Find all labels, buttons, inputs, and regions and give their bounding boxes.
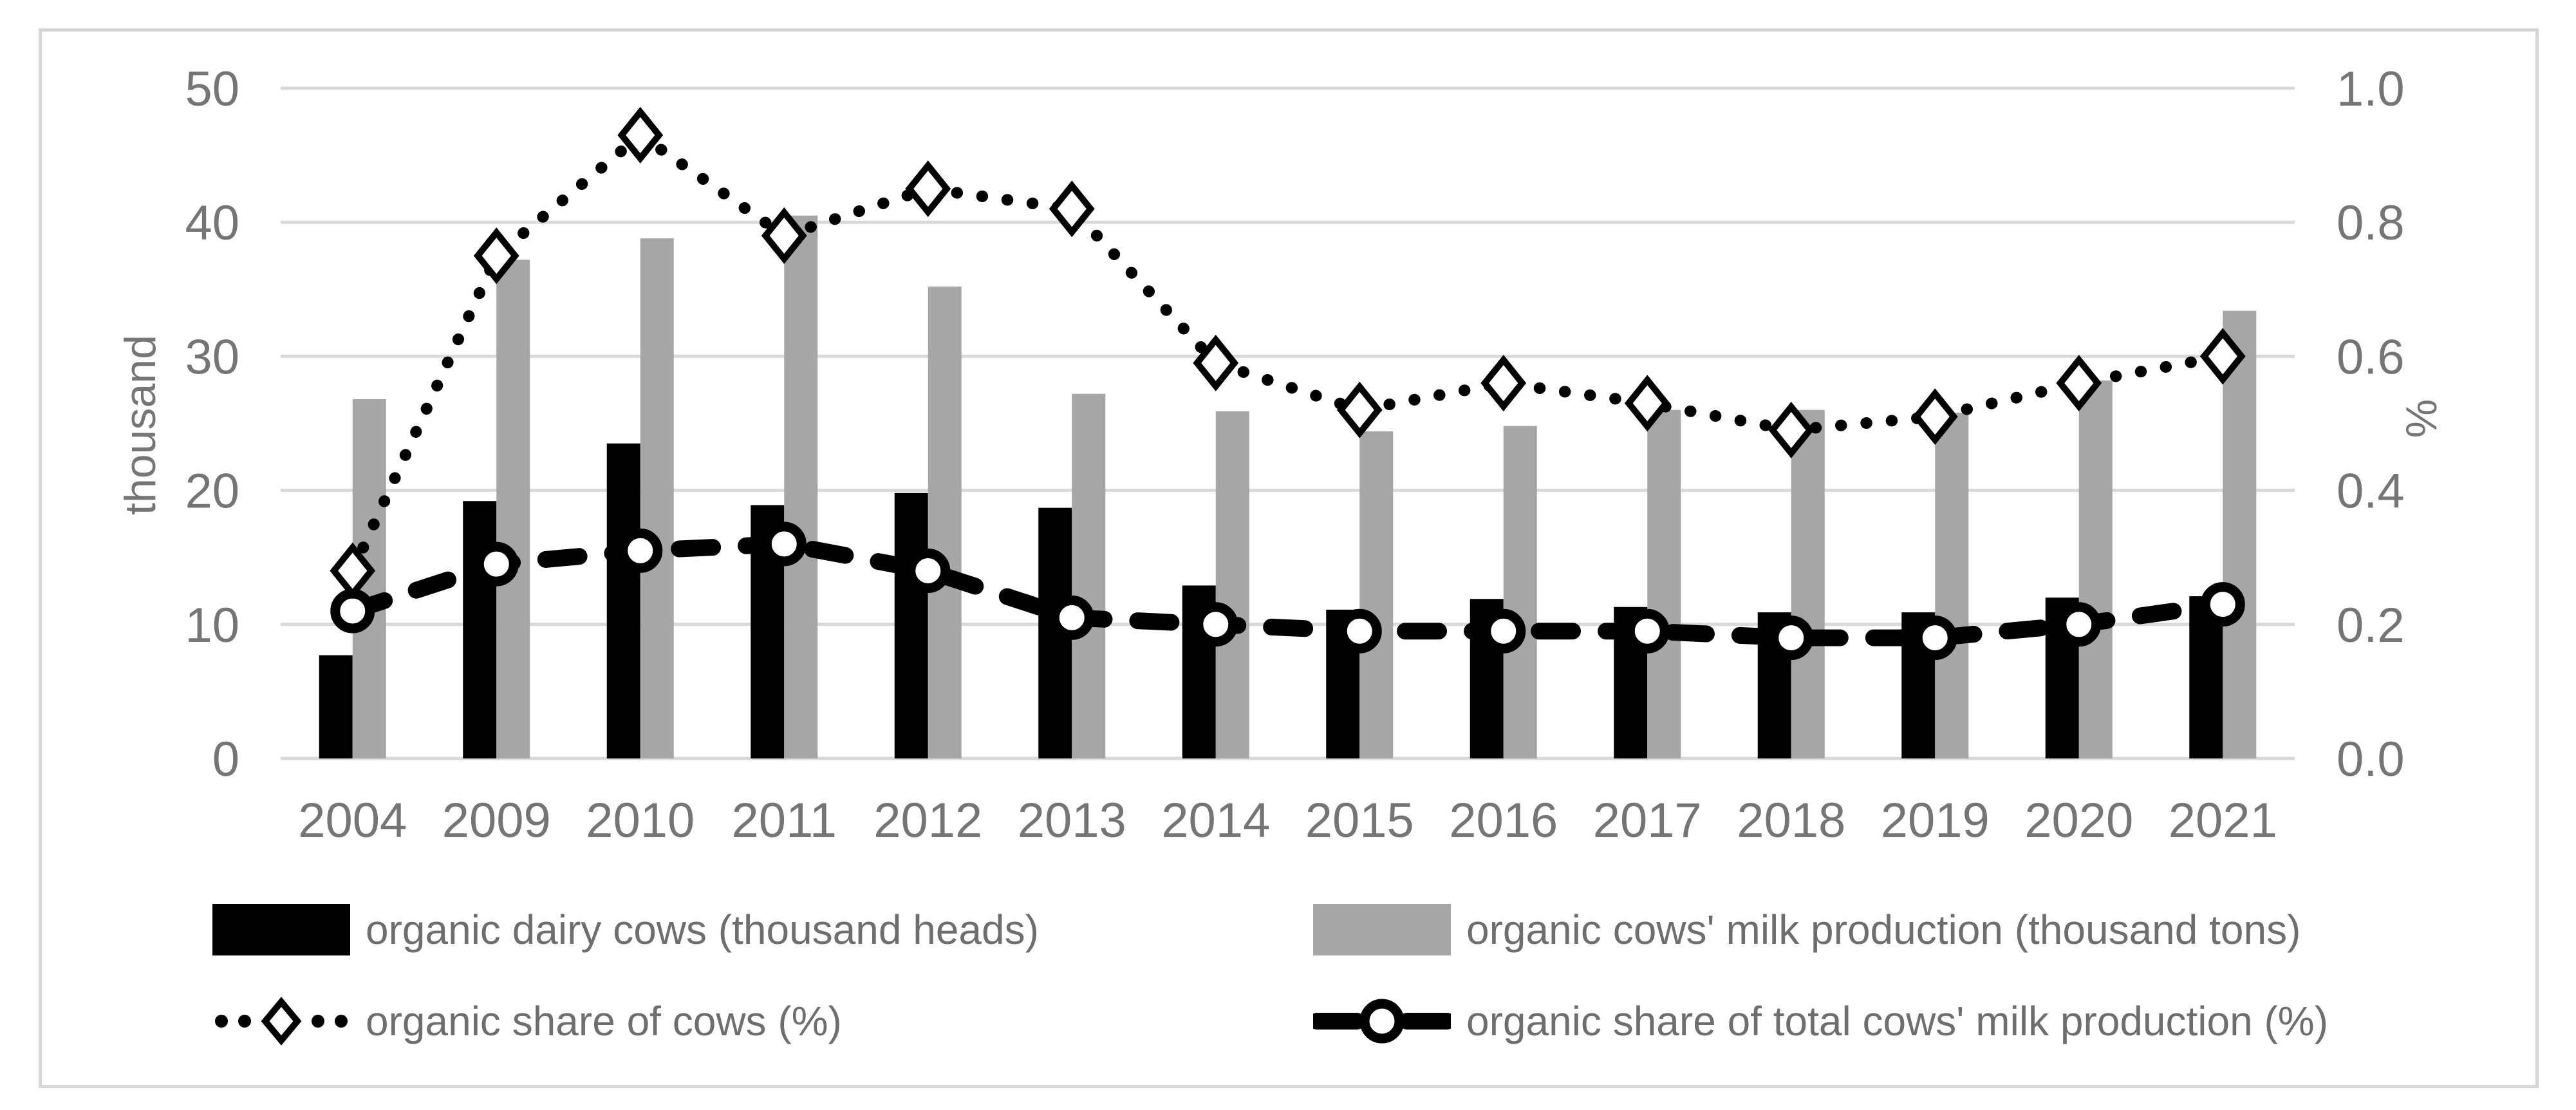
right-axis-tick-label: 0.0 xyxy=(2337,732,2405,787)
bar-organic-dairy-cows-2012 xyxy=(894,493,928,758)
circle-marker-2013 xyxy=(1049,595,1094,640)
x-axis-year-label: 2011 xyxy=(732,793,837,848)
bar-organic-milk-production-2009 xyxy=(496,259,530,759)
circle-marker-2014 xyxy=(1193,602,1238,647)
legend-label: organic share of total cows' milk produc… xyxy=(1466,998,2328,1044)
legend-label: organic cows' milk production (thousand … xyxy=(1466,907,2301,953)
chart-frame-border xyxy=(39,28,2539,1088)
legend-item-organic-share-of-cows: organic share of cows (%) xyxy=(212,992,842,1051)
legend-key-gray-bar-icon xyxy=(1313,904,1451,955)
left-axis-tick-label: 10 xyxy=(185,598,239,653)
x-axis-year-label: 2009 xyxy=(442,793,551,848)
x-axis-year-label: 2015 xyxy=(1305,793,1414,848)
legend-key-black-bar-icon xyxy=(212,904,350,955)
circle-marker-2015 xyxy=(1337,608,1382,654)
right-axis-tick-label: 0.6 xyxy=(2337,330,2405,384)
bar-organic-dairy-cows-2004 xyxy=(319,655,353,758)
circle-marker-2016 xyxy=(1481,608,1526,654)
legend-key-dashed-circle-icon xyxy=(1313,999,1451,1044)
bar-organic-dairy-cows-2009 xyxy=(463,501,497,758)
bar-organic-milk-production-2017 xyxy=(1647,409,1681,758)
x-axis-year-label: 2004 xyxy=(298,793,407,848)
bar-organic-dairy-cows-2010 xyxy=(606,443,640,758)
diamond-marker-2013 xyxy=(1049,180,1095,238)
right-axis-tick-label: 1.0 xyxy=(2337,62,2405,117)
diamond-marker-2010 xyxy=(617,106,664,164)
diamond-marker-2014 xyxy=(1193,334,1239,391)
x-axis-year-label: 2016 xyxy=(1449,793,1558,848)
bar-organic-milk-production-2019 xyxy=(1935,412,1969,758)
left-axis-tick-label: 20 xyxy=(185,464,239,519)
circle-marker-2020 xyxy=(2057,602,2102,647)
diamond-marker-2004 xyxy=(330,542,376,599)
diamond-marker-2011 xyxy=(761,207,807,264)
left-axis-tick-label: 40 xyxy=(185,196,239,250)
diamond-marker-2017 xyxy=(1624,375,1670,432)
circle-marker-2012 xyxy=(906,549,951,594)
right-axis-tick-label: 0.4 xyxy=(2337,464,2405,519)
diamond-marker-2018 xyxy=(1768,401,1815,458)
circle-marker-2021 xyxy=(2200,582,2245,627)
legend-label: organic dairy cows (thousand heads) xyxy=(366,907,1039,953)
bar-organic-milk-production-2010 xyxy=(640,238,674,759)
left-axis-tick-label: 30 xyxy=(185,330,239,384)
legend-item-organic-milk-production: organic cows' milk production (thousand … xyxy=(1313,900,2301,959)
x-axis-year-label: 2012 xyxy=(873,793,982,848)
diamond-marker-2019 xyxy=(1912,388,1958,446)
bar-organic-milk-production-2018 xyxy=(1791,409,1825,758)
bar-organic-milk-production-2016 xyxy=(1503,426,1537,758)
legend-item-organic-share-of-milk: organic share of total cows' milk produc… xyxy=(1313,992,2328,1051)
bar-organic-milk-production-2015 xyxy=(1359,431,1394,758)
legend-label: organic share of cows (%) xyxy=(366,998,842,1044)
diamond-marker-2012 xyxy=(905,160,951,218)
right-axis-tick-label: 0.2 xyxy=(2337,598,2405,653)
bar-organic-milk-production-2020 xyxy=(2078,380,2113,758)
diamond-marker-2020 xyxy=(2056,355,2102,412)
left-axis-tick-label: 50 xyxy=(185,62,239,117)
bar-organic-milk-production-2014 xyxy=(1215,411,1249,758)
circle-marker-2009 xyxy=(474,541,519,587)
x-axis-year-label: 2018 xyxy=(1737,793,1845,848)
bar-organic-milk-production-2012 xyxy=(928,287,962,758)
circle-marker-2011 xyxy=(761,522,807,567)
right-axis-title: % xyxy=(2397,399,2446,438)
x-axis-year-label: 2019 xyxy=(1881,793,1990,848)
line-organic-share-of-cows xyxy=(346,129,2229,577)
left-axis-tick-label: 0 xyxy=(212,732,239,787)
diamond-marker-2015 xyxy=(1336,381,1383,438)
x-axis-year-label: 2021 xyxy=(2169,793,2277,848)
legend-key-dotted-diamond-icon xyxy=(215,997,348,1046)
x-axis-year-label: 2020 xyxy=(2024,793,2133,848)
x-axis-year-label: 2013 xyxy=(1018,793,1126,848)
legend-item-organic-dairy-cows: organic dairy cows (thousand heads) xyxy=(212,900,1039,959)
circle-marker-2018 xyxy=(1769,616,1814,661)
left-axis-title: thousand xyxy=(116,335,165,515)
line-organic-share-of-milk-production xyxy=(344,535,2232,646)
circle-marker-2017 xyxy=(1625,608,1670,654)
bar-organic-milk-production-2011 xyxy=(784,215,818,758)
diamond-marker-2016 xyxy=(1480,355,1527,412)
circle-marker-2010 xyxy=(618,528,663,573)
x-axis-year-label: 2017 xyxy=(1593,793,1702,848)
x-axis-year-label: 2010 xyxy=(586,793,695,848)
bar-organic-milk-production-2021 xyxy=(2223,310,2257,758)
bar-organic-milk-production-2013 xyxy=(1072,393,1106,758)
diamond-marker-2021 xyxy=(2199,328,2246,385)
x-axis-year-label: 2014 xyxy=(1161,793,1270,848)
right-axis-tick-label: 0.8 xyxy=(2337,196,2405,250)
diamond-marker-2009 xyxy=(473,227,519,285)
circle-marker-2019 xyxy=(1912,616,1957,661)
